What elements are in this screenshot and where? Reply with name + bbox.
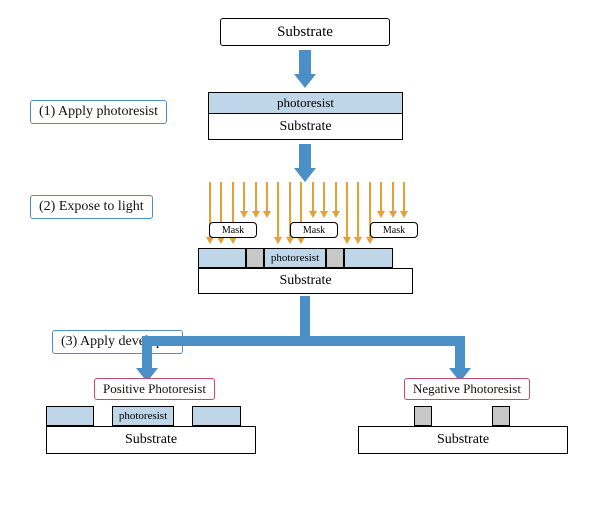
step2-label: (2) Expose to light: [30, 195, 153, 219]
mask-box-0: Mask: [209, 222, 257, 238]
light-arrow-icon: [389, 182, 397, 218]
positive-seg-4: [192, 406, 241, 426]
negative-pr-row: [358, 406, 568, 426]
light-arrow-icon: [240, 182, 248, 218]
positive-stack: photoresistSubstrate: [46, 406, 256, 454]
light-arrow-icon: [252, 182, 260, 218]
step3-label: (3) Apply developer: [52, 330, 183, 354]
light-arrow-icon: [343, 182, 351, 244]
stage2-seg-0: [198, 248, 246, 268]
stage2-substrate: Substrate: [198, 268, 413, 294]
stage2-seg-2: photoresist: [264, 248, 326, 268]
light-arrow-icon: [377, 182, 385, 218]
positive-seg-2: photoresist: [112, 406, 174, 426]
stage1-stack: photoresistSubstrate: [208, 92, 403, 140]
light-arrow-icon: [263, 182, 271, 218]
light-arrow-icon: [332, 182, 340, 218]
positive-substrate: Substrate: [46, 426, 256, 454]
stage2-seg-1: [246, 248, 264, 268]
negative-pillar-0: [414, 406, 432, 426]
light-arrow-icon: [400, 182, 408, 218]
stage1-substrate: Substrate: [208, 114, 403, 140]
positive-pr-row: photoresist: [46, 406, 256, 426]
light-arrow-icon: [354, 182, 362, 244]
light-arrow-icon: [274, 182, 282, 244]
mask-box-1: Mask: [290, 222, 338, 238]
negative-pillar-1: [492, 406, 510, 426]
step1-label: (1) Apply photoresist: [30, 100, 167, 124]
stage1-photoresist: photoresist: [208, 92, 403, 114]
stage2-seg-4: [344, 248, 393, 268]
positive-label: Positive Photoresist: [94, 378, 215, 400]
light-arrow-icon: [309, 182, 317, 218]
positive-seg-0: [46, 406, 94, 426]
top-substrate: Substrate: [220, 18, 390, 46]
mask-box-2: Mask: [370, 222, 418, 238]
negative-substrate: Substrate: [358, 426, 568, 454]
stage2-stack: photoresistSubstrate: [198, 248, 413, 294]
stage2-seg-3: [326, 248, 344, 268]
stage2-pr-row: photoresist: [198, 248, 413, 268]
negative-label: Negative Photoresist: [404, 378, 530, 400]
arrow-down-icon: [294, 50, 316, 88]
arrow-down-icon: [294, 144, 316, 182]
light-arrow-icon: [320, 182, 328, 218]
negative-stack: Substrate: [358, 406, 568, 454]
